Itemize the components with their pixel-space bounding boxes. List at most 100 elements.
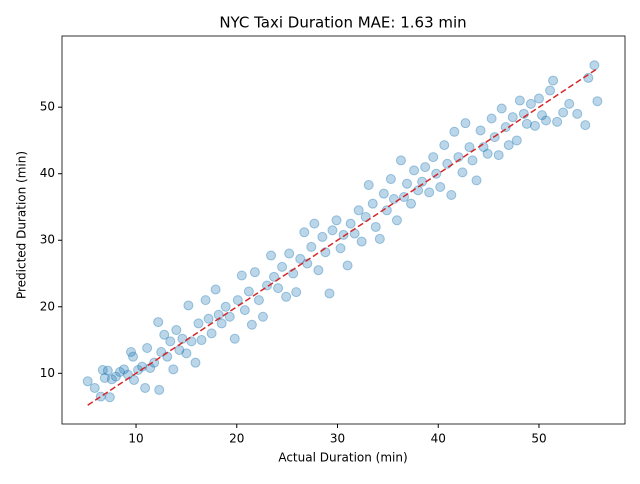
point [104,392,115,403]
point [385,174,396,185]
plot-frame [61,35,626,425]
point [257,311,268,322]
point [464,142,475,153]
chart-title: NYC Taxi Duration MAE: 1.63 min [219,14,466,32]
point [133,364,144,375]
point [338,229,349,240]
point [253,295,264,306]
point [153,317,164,328]
point [126,347,137,358]
point [210,284,221,295]
point [378,188,389,199]
y-tick-label: 30 [40,233,55,247]
point [309,218,320,229]
point [395,155,406,166]
point [232,295,243,306]
point [353,205,364,216]
y-tick-label: 10 [40,366,55,380]
point [193,318,204,329]
point [196,335,207,346]
point [229,333,240,344]
point [95,391,106,402]
point [183,300,194,311]
point [269,271,280,282]
point [165,336,176,347]
point [511,135,522,146]
point [224,311,235,322]
point [507,112,518,123]
point [200,295,211,306]
point [345,218,356,229]
x-tick-label: 20 [229,432,244,446]
point [388,193,399,204]
point [159,329,170,340]
point [356,236,367,247]
point [496,103,507,114]
point [413,185,424,196]
point [460,118,471,129]
point [367,198,378,209]
point [536,110,547,121]
point [482,148,493,159]
point [220,301,231,312]
point [374,233,385,244]
point [97,364,108,375]
point [246,319,257,330]
point [129,374,140,385]
x-axis-label: Actual Duration (min) [278,451,407,465]
y-tick-label: 40 [40,166,55,180]
point [409,165,420,176]
point [216,318,227,329]
point [281,291,292,302]
point [552,116,563,127]
point [335,243,346,254]
point [266,250,277,261]
point [181,348,192,359]
point [156,347,167,358]
point [457,167,468,178]
point [142,343,153,354]
point [548,75,559,86]
point [82,376,93,387]
point [114,366,125,377]
point [291,287,302,298]
point [128,351,139,362]
point [306,241,317,252]
point [137,361,148,372]
point [168,364,179,375]
point [140,382,151,393]
point [521,118,532,129]
y-tick-label: 50 [40,100,55,114]
point [500,122,511,133]
y-axis-label: Predicted Duration (min) [15,151,29,299]
point [525,98,536,109]
point [420,162,431,173]
point [284,248,295,259]
point [106,374,117,385]
point [442,158,453,169]
x-tick-label: 10 [128,432,143,446]
point [154,384,165,395]
point [467,155,478,166]
point [533,93,544,104]
point [186,336,197,347]
point [327,225,338,236]
point [564,98,575,109]
point [89,382,100,393]
point [471,175,482,186]
point [449,126,460,137]
point [475,125,486,136]
point [402,178,413,189]
point [406,198,417,209]
point [439,140,450,151]
point [592,96,603,107]
x-tick-label: 40 [431,432,446,446]
point [331,215,342,226]
point [435,182,446,193]
point [572,108,583,119]
point [236,270,247,281]
point [545,85,556,96]
point [99,372,110,383]
point [589,60,600,71]
point [171,325,182,336]
